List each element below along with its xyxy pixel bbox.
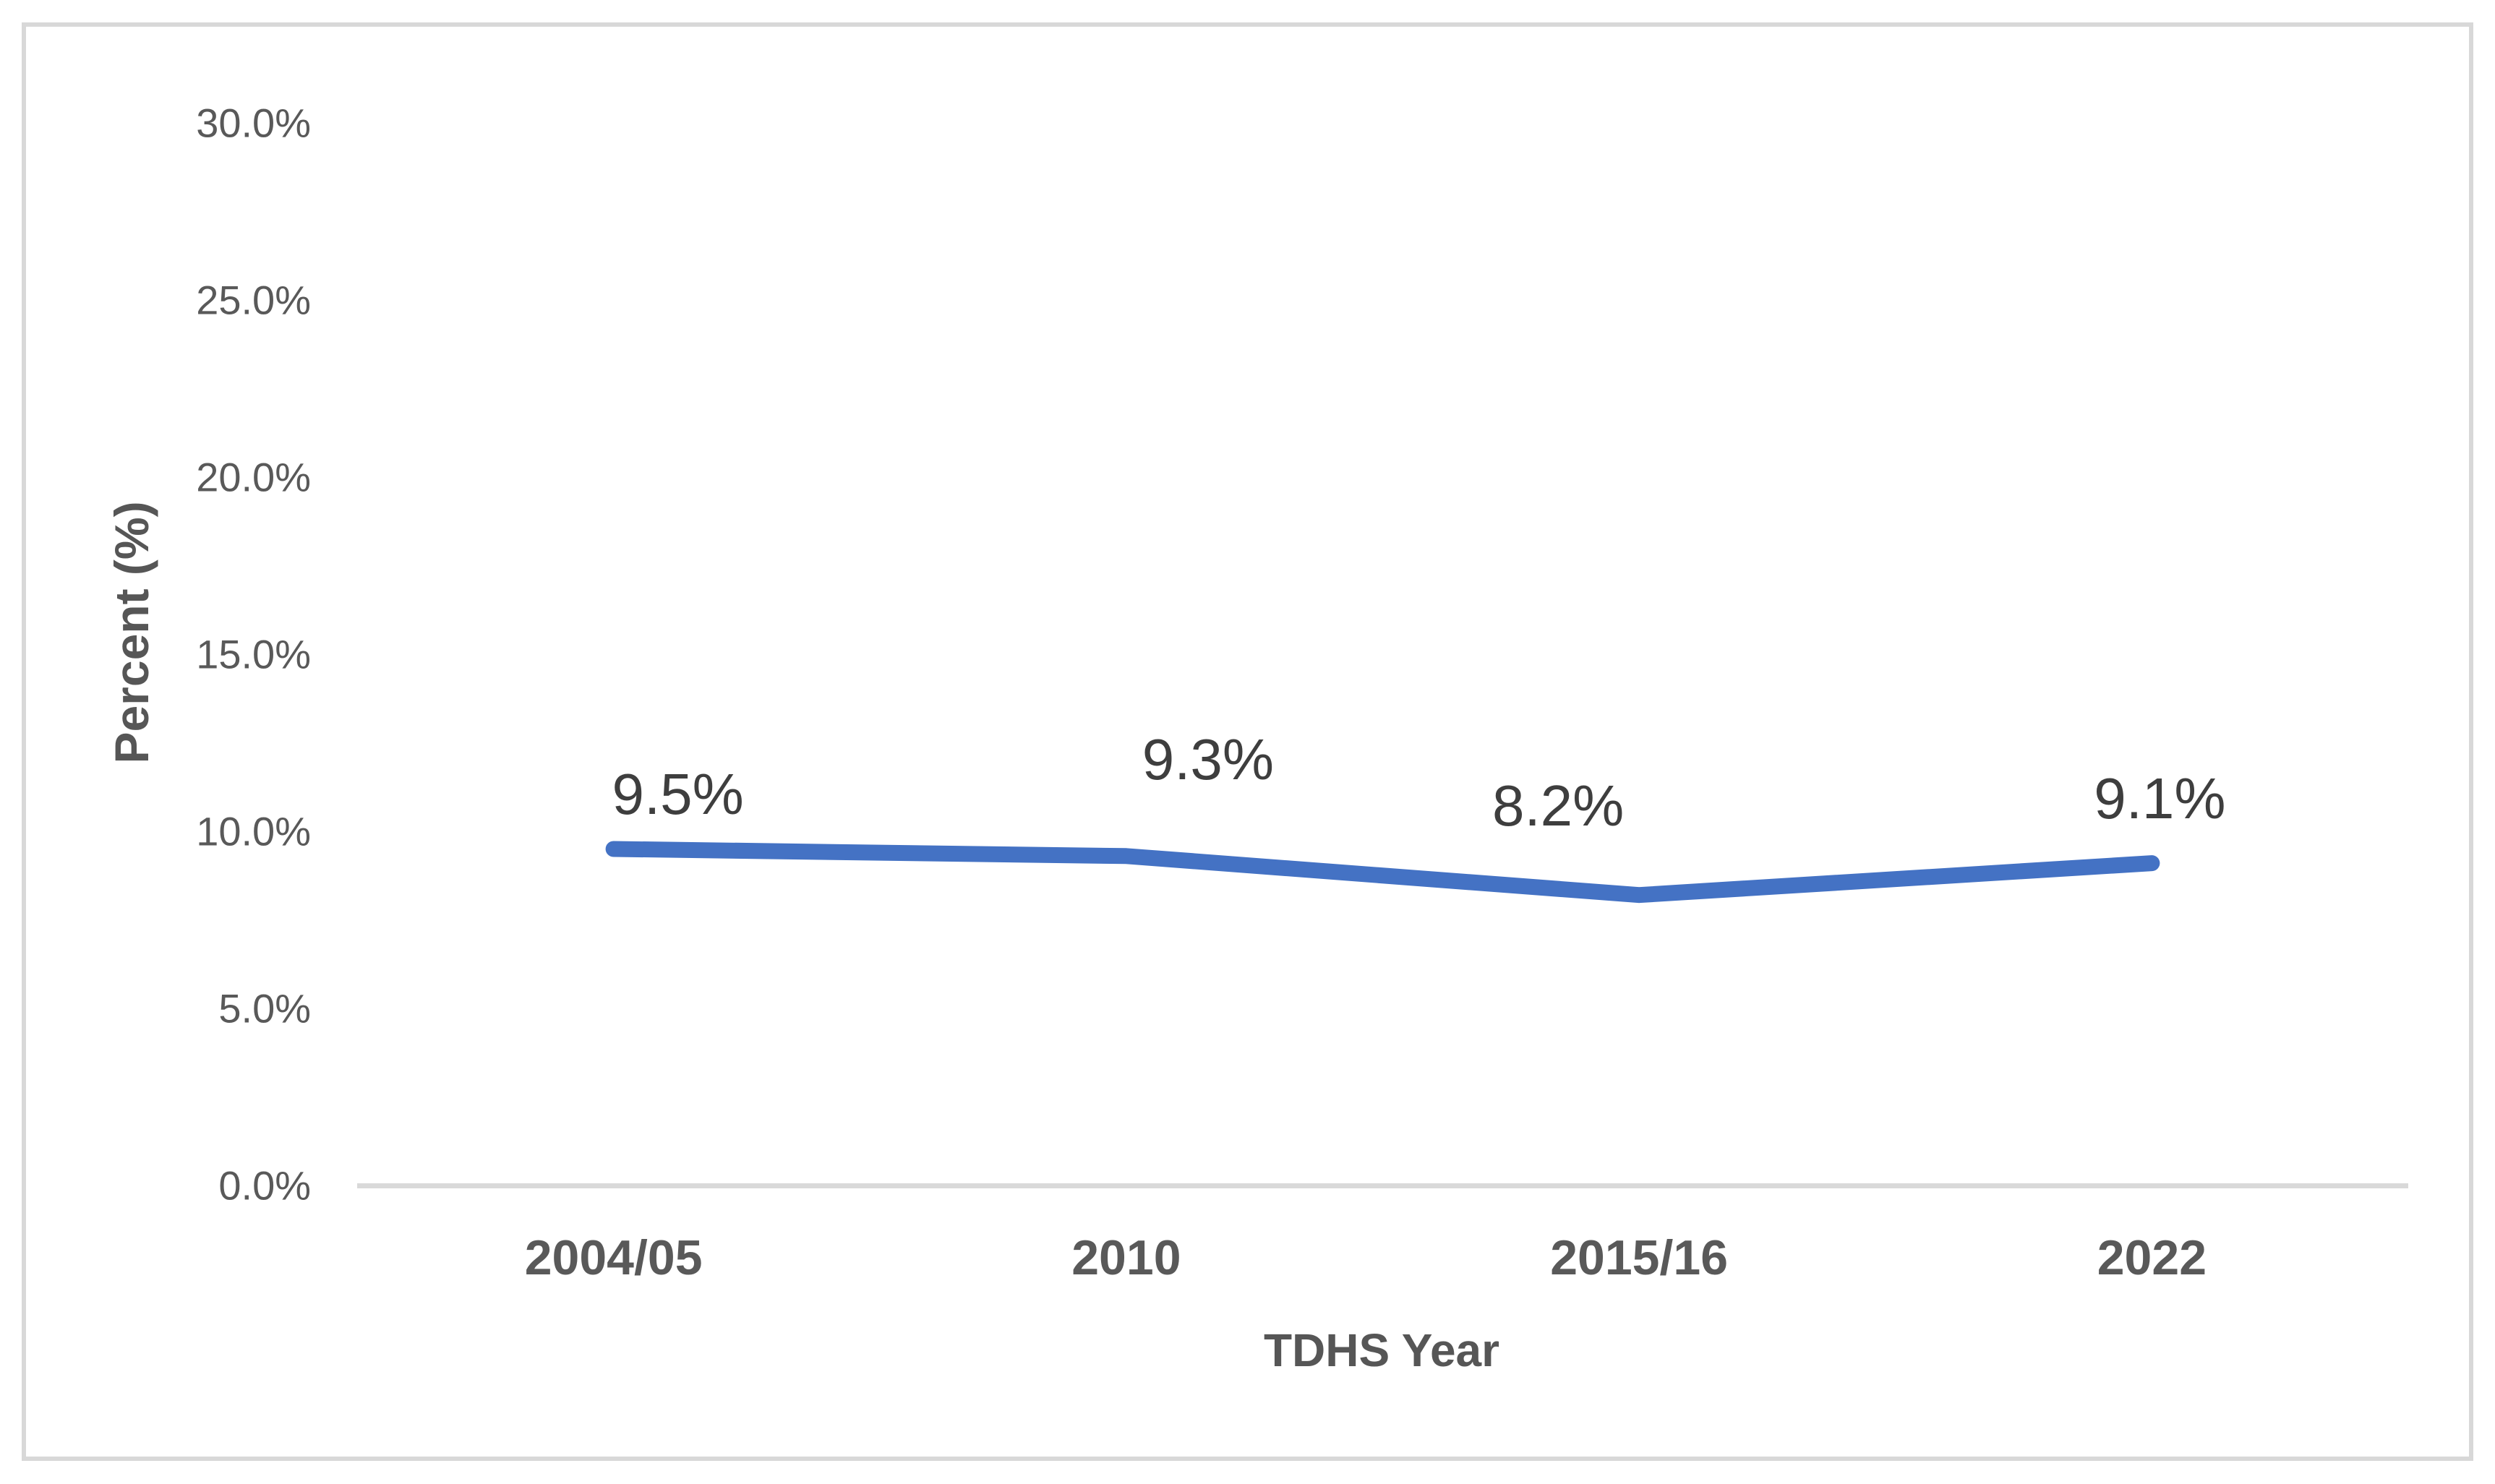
x-axis-title: TDHS Year	[1263, 1324, 1500, 1376]
y-tick-label: 30.0%	[196, 100, 311, 146]
y-tick-label: 0.0%	[218, 1162, 311, 1209]
data-label: 9.5%	[612, 761, 744, 826]
x-tick-label: 2015/16	[1550, 1230, 1729, 1285]
y-tick-label: 10.0%	[196, 808, 311, 854]
y-tick-label: 5.0%	[218, 985, 311, 1031]
data-label: 8.2%	[1492, 773, 1625, 838]
x-axis-line	[357, 1183, 2408, 1188]
x-tick-label: 2004/05	[524, 1230, 703, 1285]
y-tick-label: 25.0%	[196, 277, 311, 323]
x-tick-label: 2022	[2097, 1230, 2207, 1285]
y-tick-label: 15.0%	[196, 631, 311, 677]
data-label: 9.1%	[2094, 766, 2226, 831]
data-label: 9.3%	[1142, 727, 1275, 792]
chart-frame	[22, 22, 2473, 1461]
x-tick-label: 2010	[1071, 1230, 1181, 1285]
y-tick-label: 20.0%	[196, 454, 311, 500]
